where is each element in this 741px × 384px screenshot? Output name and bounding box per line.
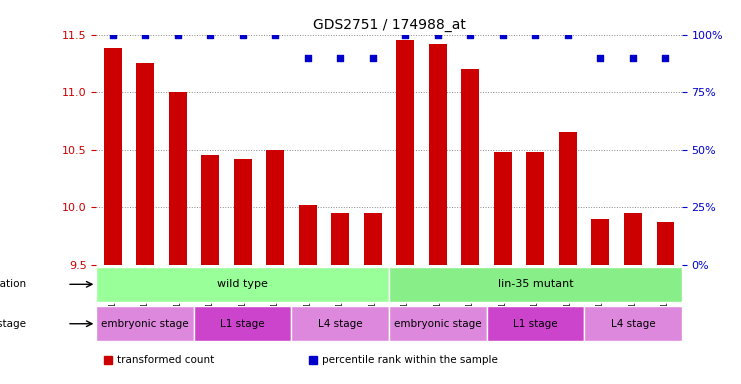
Point [497, 31, 509, 38]
Point [659, 55, 671, 61]
Text: embryonic stage: embryonic stage [102, 319, 189, 329]
Bar [331, 213, 349, 265]
Text: development stage: development stage [0, 319, 26, 329]
FancyBboxPatch shape [96, 266, 389, 302]
Point [594, 55, 606, 61]
Point [236, 31, 248, 38]
Point [627, 55, 639, 61]
Bar [591, 218, 609, 265]
Text: transformed count: transformed count [117, 355, 214, 365]
Point [172, 31, 184, 38]
FancyBboxPatch shape [584, 306, 682, 341]
Bar [136, 63, 154, 265]
Bar [364, 213, 382, 265]
FancyBboxPatch shape [291, 306, 389, 341]
Text: L1 stage: L1 stage [513, 319, 558, 329]
Bar [494, 152, 512, 265]
FancyBboxPatch shape [487, 306, 584, 341]
Bar [396, 40, 414, 265]
Point [432, 31, 444, 38]
Text: genotype/variation: genotype/variation [0, 279, 26, 289]
Point [465, 31, 476, 38]
Bar [233, 159, 252, 265]
Bar [104, 48, 122, 265]
Text: lin-35 mutant: lin-35 mutant [497, 279, 574, 289]
FancyBboxPatch shape [389, 266, 682, 302]
Text: wild type: wild type [217, 279, 268, 289]
Text: L4 stage: L4 stage [611, 319, 655, 329]
Point [107, 31, 119, 38]
Bar [526, 152, 545, 265]
Bar [429, 44, 447, 265]
Text: embryonic stage: embryonic stage [394, 319, 482, 329]
Point [205, 31, 216, 38]
FancyBboxPatch shape [96, 306, 194, 341]
Bar [559, 132, 576, 265]
Text: L1 stage: L1 stage [220, 319, 265, 329]
Bar [624, 213, 642, 265]
Point [269, 31, 281, 38]
Bar [657, 222, 674, 265]
Point [562, 31, 574, 38]
Point [302, 55, 313, 61]
FancyBboxPatch shape [194, 306, 291, 341]
Bar [266, 150, 284, 265]
Text: L4 stage: L4 stage [318, 319, 362, 329]
Point [399, 31, 411, 38]
Text: percentile rank within the sample: percentile rank within the sample [322, 355, 497, 365]
Bar [299, 205, 316, 265]
FancyBboxPatch shape [389, 306, 487, 341]
Point [529, 31, 541, 38]
Bar [462, 69, 479, 265]
Bar [202, 155, 219, 265]
Title: GDS2751 / 174988_at: GDS2751 / 174988_at [313, 18, 465, 32]
Bar [169, 92, 187, 265]
Point [367, 55, 379, 61]
Point [334, 55, 346, 61]
Point [139, 31, 151, 38]
